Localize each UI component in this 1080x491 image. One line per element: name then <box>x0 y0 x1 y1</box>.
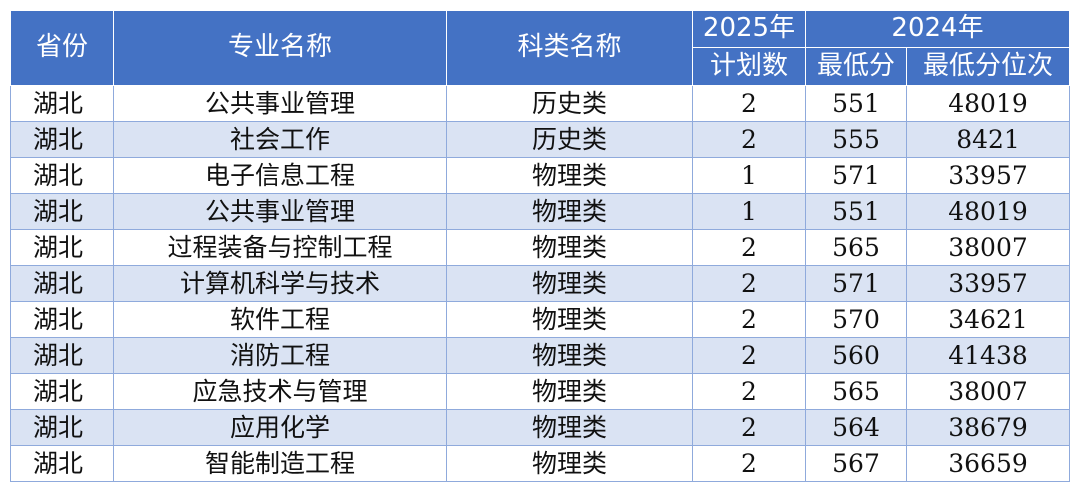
cell-min-rank: 38007 <box>905 373 1071 410</box>
cell-category: 物理类 <box>446 445 693 482</box>
header-plan-label: 计划数 <box>692 47 806 86</box>
cell-min-score: 551 <box>805 85 907 122</box>
cell-min-score: 551 <box>805 193 907 230</box>
table-row: 湖北 应用化学 物理类 2 564 38679 <box>10 409 1071 446</box>
cell-min-rank: 38007 <box>905 229 1071 266</box>
table-row: 湖北 计算机科学与技术 物理类 2 571 33957 <box>10 265 1071 302</box>
table-row: 湖北 消防工程 物理类 2 560 41438 <box>10 337 1071 374</box>
cell-plan: 2 <box>692 85 806 122</box>
table-row: 湖北 应急技术与管理 物理类 2 565 38007 <box>10 373 1071 410</box>
cell-category: 物理类 <box>446 301 693 338</box>
cell-province: 湖北 <box>10 301 114 338</box>
cell-min-score: 565 <box>805 373 907 410</box>
cell-plan: 2 <box>692 121 806 158</box>
cell-province: 湖北 <box>10 337 114 374</box>
cell-min-rank: 38679 <box>905 409 1071 446</box>
cell-plan: 2 <box>692 373 806 410</box>
header-row-1: 省份 专业名称 科类名称 2025年 2024年 <box>10 10 1071 86</box>
cell-province: 湖北 <box>10 193 114 230</box>
cell-min-rank: 34621 <box>905 301 1071 338</box>
cell-min-score: 564 <box>805 409 907 446</box>
table-row: 湖北 电子信息工程 物理类 1 571 33957 <box>10 157 1071 194</box>
cell-category: 物理类 <box>446 157 693 194</box>
table-body: 湖北 公共事业管理 历史类 2 551 48019 湖北 社会工作 历史类 2 555 8421 湖北电… <box>10 85 1071 482</box>
cell-major: 应用化学 <box>113 409 447 446</box>
cell-major: 应急技术与管理 <box>113 373 447 410</box>
cell-major: 电子信息工程 <box>113 157 447 194</box>
cell-major: 智能制造工程 <box>113 445 447 482</box>
cell-min-rank: 8421 <box>905 121 1071 158</box>
cell-min-score: 571 <box>805 157 907 194</box>
cell-min-score: 565 <box>805 229 907 266</box>
cell-min-rank: 41438 <box>905 337 1071 374</box>
cell-category: 物理类 <box>446 409 693 446</box>
cell-province: 湖北 <box>10 409 114 446</box>
cell-major: 过程装备与控制工程 <box>113 229 447 266</box>
table-row: 湖北 软件工程 物理类 2 570 34621 <box>10 301 1071 338</box>
cell-major: 公共事业管理 <box>113 193 447 230</box>
header-min-rank: 最低分位次 <box>905 47 1071 86</box>
cell-min-score: 560 <box>805 337 907 374</box>
cell-province: 湖北 <box>10 229 114 266</box>
cell-province: 湖北 <box>10 265 114 302</box>
cell-plan: 1 <box>692 157 806 194</box>
cell-min-rank: 48019 <box>905 85 1071 122</box>
cell-province: 湖北 <box>10 373 114 410</box>
cell-category: 历史类 <box>446 85 693 122</box>
admission-table-container: 省份 专业名称 科类名称 2025年 2024年 计划数 最低分 最低分位次 湖… <box>10 10 1071 482</box>
cell-min-score: 555 <box>805 121 907 158</box>
cell-category: 物理类 <box>446 229 693 266</box>
cell-category: 物理类 <box>446 337 693 374</box>
admission-table: 省份 专业名称 科类名称 2025年 2024年 计划数 最低分 最低分位次 湖… <box>10 10 1071 482</box>
cell-min-score: 567 <box>805 445 907 482</box>
cell-province: 湖北 <box>10 85 114 122</box>
cell-major: 消防工程 <box>113 337 447 374</box>
cell-major: 社会工作 <box>113 121 447 158</box>
cell-min-score: 570 <box>805 301 907 338</box>
cell-plan: 2 <box>692 301 806 338</box>
table-row: 湖北 智能制造工程 物理类 2 567 36659 <box>10 445 1071 482</box>
cell-min-score: 571 <box>805 265 907 302</box>
cell-plan: 2 <box>692 265 806 302</box>
cell-plan: 2 <box>692 229 806 266</box>
cell-major: 计算机科学与技术 <box>113 265 447 302</box>
cell-plan: 2 <box>692 445 806 482</box>
cell-province: 湖北 <box>10 157 114 194</box>
cell-category: 物理类 <box>446 373 693 410</box>
cell-min-rank: 33957 <box>905 265 1071 302</box>
cell-province: 湖北 <box>10 121 114 158</box>
header-category: 科类名称 <box>446 10 693 86</box>
cell-category: 物理类 <box>446 193 693 230</box>
cell-category: 物理类 <box>446 265 693 302</box>
header-major: 专业名称 <box>113 10 447 86</box>
cell-plan: 2 <box>692 409 806 446</box>
cell-min-rank: 36659 <box>905 445 1071 482</box>
cell-province: 湖北 <box>10 445 114 482</box>
cell-category: 历史类 <box>446 121 693 158</box>
table-row: 湖北 公共事业管理 物理类 1 551 48019 <box>10 193 1071 230</box>
table-row: 湖北 过程装备与控制工程 物理类 2 565 38007 <box>10 229 1071 266</box>
cell-major: 公共事业管理 <box>113 85 447 122</box>
header-row-2: 计划数 最低分 最低分位次 <box>11 47 1071 86</box>
cell-plan: 2 <box>692 337 806 374</box>
header-min-score: 最低分 <box>805 47 907 86</box>
header-year-2024: 2024年 <box>804 10 1071 48</box>
table-row: 湖北 公共事业管理 历史类 2 551 48019 <box>10 85 1071 122</box>
table-row: 湖北 社会工作 历史类 2 555 8421 <box>10 121 1071 158</box>
cell-plan: 1 <box>692 193 806 230</box>
header-province: 省份 <box>10 10 114 86</box>
cell-min-rank: 48019 <box>905 193 1071 230</box>
header-plan-year: 2025年 <box>692 10 806 48</box>
cell-major: 软件工程 <box>113 301 447 338</box>
table-header: 省份 专业名称 科类名称 2025年 2024年 计划数 最低分 最低分位次 <box>10 10 1071 86</box>
cell-min-rank: 33957 <box>905 157 1071 194</box>
